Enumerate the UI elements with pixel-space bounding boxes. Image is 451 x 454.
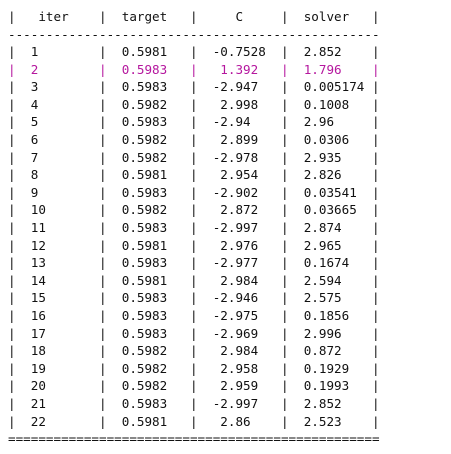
table-row: | 20 | 0.5982 | 2.959 | 0.1993 | bbox=[8, 378, 380, 394]
table-row: | 7 | 0.5982 | -2.978 | 2.935 | bbox=[8, 149, 380, 165]
table-row: | 3 | 0.5983 | -2.947 | 0.005174 | bbox=[8, 79, 380, 95]
table-row: | 6 | 0.5982 | 2.899 | 0.0306 | bbox=[8, 132, 380, 147]
table-row: | 16 | 0.5983 | -2.975 | 0.1856 | bbox=[8, 308, 380, 323]
table-row: | 9 | 0.5983 | -2.902 | 0.03541 | bbox=[8, 184, 380, 200]
table-row: | 19 | 0.5982 | 2.958 | 0.1929 | bbox=[8, 360, 380, 376]
table-row: | 17 | 0.5983 | -2.969 | 2.996 | bbox=[8, 325, 380, 341]
table-row: | 1 | 0.5981 | -0.7528 | 2.852 | bbox=[8, 44, 380, 59]
table-row: | 4 | 0.5982 | 2.998 | 0.1008 | bbox=[8, 96, 380, 112]
table-row: | 22 | 0.5981 | 2.86 | 2.523 | bbox=[8, 413, 380, 429]
table-row: | 13 | 0.5983 | -2.977 | 0.1674 | bbox=[8, 255, 380, 271]
table-row: | 14 | 0.5981 | 2.984 | 2.594 | bbox=[8, 272, 380, 288]
table-row: | 21 | 0.5983 | -2.997 | 2.852 | bbox=[8, 396, 380, 411]
table-row: | 15 | 0.5983 | -2.946 | 2.575 | bbox=[8, 290, 380, 306]
table-bottom-rule: ========================================… bbox=[8, 431, 380, 446]
table-row: | 18 | 0.5982 | 2.984 | 0.872 | bbox=[8, 343, 380, 359]
table-header: | iter | target | C | solver | bbox=[8, 9, 380, 24]
table-row: | 2 | 0.5983 | 1.392 | 1.796 | bbox=[8, 61, 380, 77]
table-row: | 12 | 0.5981 | 2.976 | 2.965 | bbox=[8, 237, 380, 253]
table-top-rule: ----------------------------------------… bbox=[8, 27, 380, 42]
table-row: | 8 | 0.5981 | 2.954 | 2.826 | bbox=[8, 167, 380, 183]
table-row: | 10 | 0.5982 | 2.872 | 0.03665 | bbox=[8, 202, 380, 218]
table-row: | 5 | 0.5983 | -2.94 | 2.96 | bbox=[8, 114, 380, 130]
table-row: | 11 | 0.5983 | -2.997 | 2.874 | bbox=[8, 220, 380, 235]
